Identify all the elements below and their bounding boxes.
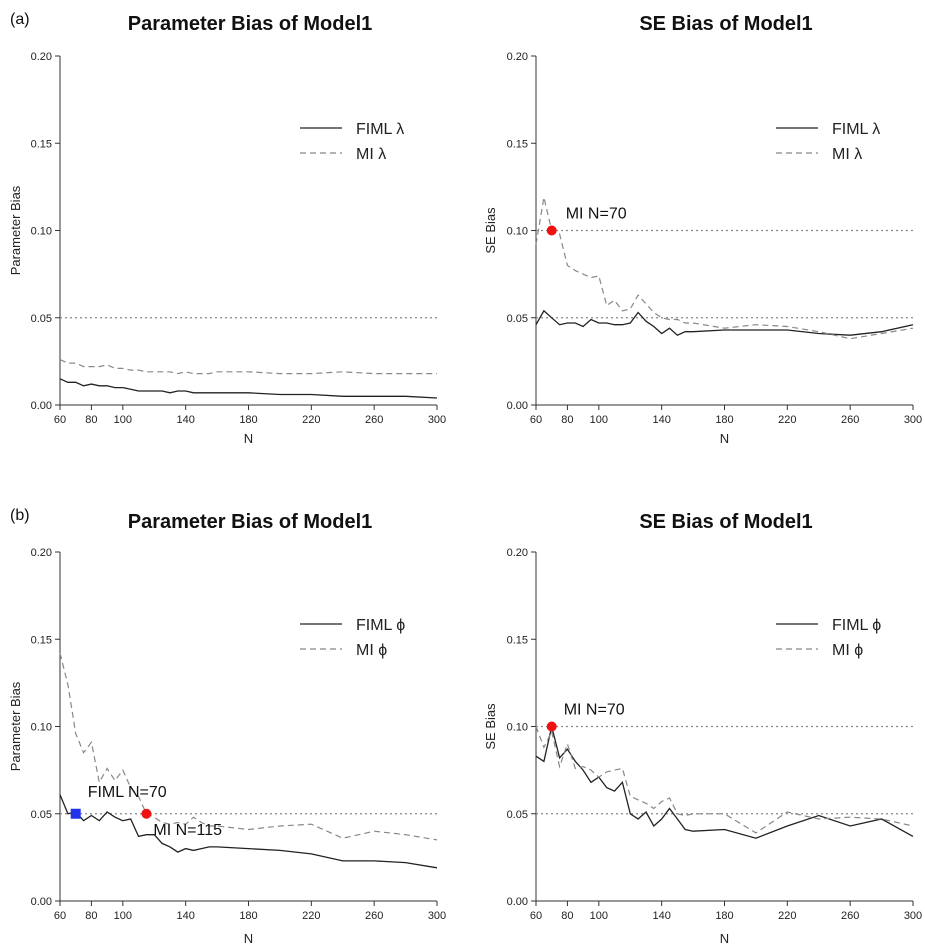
x-tick-label: 100: [114, 414, 132, 426]
x-tick-label: 60: [54, 414, 66, 426]
x-tick-label: 140: [176, 910, 194, 922]
x-tick-label: 60: [530, 414, 542, 426]
x-axis-title: N: [244, 931, 253, 946]
series-line-fiml: [59, 794, 438, 869]
series-line-mi: [535, 726, 914, 834]
x-tick-label: 220: [778, 910, 796, 922]
annotation-label: MI N=70: [564, 702, 625, 719]
y-tick-label: 0.10: [31, 722, 52, 734]
legend-label: FIML λ: [356, 121, 404, 138]
legend-label: FIML ϕ: [832, 617, 881, 634]
y-tick-label: 0.00: [31, 400, 52, 412]
y-tick-label: 0.00: [31, 896, 52, 908]
y-tick-label: 0.05: [31, 313, 52, 325]
x-tick-label: 300: [904, 910, 922, 922]
chart-panel-4: SE Bias of Model1 0.00 0.05 0.10 0.15 0.20 60 8…: [483, 511, 922, 946]
y-axis-title: SE Bias: [483, 703, 498, 750]
x-tick-label: 260: [365, 414, 383, 426]
annotation-label: MI N=70: [566, 206, 627, 223]
y-tick-label: 0.15: [507, 634, 528, 646]
y-tick-label: 0.00: [507, 400, 528, 412]
legend-label: MI λ: [832, 146, 862, 163]
y-tick-label: 0.15: [31, 138, 52, 150]
x-tick-label: 180: [715, 910, 733, 922]
x-tick-label: 60: [530, 910, 542, 922]
x-tick-label: 220: [302, 414, 320, 426]
x-axis-title: N: [720, 931, 729, 946]
series-line-mi: [59, 359, 437, 375]
y-axis-title: SE Bias: [483, 207, 498, 254]
y-axis-title: Parameter Bias: [8, 681, 23, 771]
y-tick-label: 0.15: [31, 634, 52, 646]
series-line-mi: [59, 653, 438, 841]
legend-label: MI ϕ: [832, 642, 863, 659]
x-tick-label: 180: [239, 910, 257, 922]
x-axis-title: N: [244, 431, 253, 446]
x-tick-label: 140: [176, 414, 194, 426]
x-tick-label: 100: [114, 910, 132, 922]
legend-label: MI λ: [356, 146, 386, 163]
y-tick-label: 0.20: [507, 51, 528, 63]
y-tick-label: 0.05: [507, 809, 528, 821]
annotation-label: FIML N=70: [88, 784, 167, 801]
y-tick-label: 0.20: [507, 547, 528, 559]
y-tick-label: 0.20: [31, 547, 52, 559]
x-tick-label: 260: [841, 910, 859, 922]
legend-label: FIML λ: [832, 121, 880, 138]
y-tick-label: 0.05: [507, 313, 528, 325]
x-tick-label: 260: [365, 910, 383, 922]
annotation-marker-circle: [546, 225, 557, 236]
chart-title: SE Bias of Model1: [639, 511, 812, 533]
chart-panel-2: SE Bias of Model1 0.00 0.05 0.10 0.15 0.20 60 8…: [483, 13, 922, 446]
x-tick-label: 80: [561, 910, 573, 922]
y-tick-label: 0.10: [507, 722, 528, 734]
legend-label: FIML ϕ: [356, 617, 405, 634]
legend-label: MI ϕ: [356, 642, 387, 659]
x-tick-label: 140: [652, 910, 670, 922]
annotation-marker-circle: [141, 808, 152, 819]
annotation-marker-square: [70, 808, 81, 819]
x-tick-label: 100: [590, 910, 608, 922]
chart-panel-3: Parameter Bias of Model1 0.00 0.05 0.10 0.15…: [8, 511, 446, 946]
x-tick-label: 300: [904, 414, 922, 426]
y-tick-label: 0.10: [31, 226, 52, 238]
y-tick-label: 0.10: [507, 226, 528, 238]
panel-label-b: (b): [10, 507, 30, 524]
x-tick-label: 180: [239, 414, 257, 426]
x-tick-label: 180: [715, 414, 733, 426]
chart-title: SE Bias of Model1: [639, 13, 812, 35]
x-tick-label: 80: [561, 414, 573, 426]
chart-panel-1: Parameter Bias of Model1 0.00 0.05 0.10 0.15…: [8, 13, 446, 446]
y-tick-label: 0.15: [507, 138, 528, 150]
y-tick-label: 0.00: [507, 896, 528, 908]
annotation-marker-circle: [546, 721, 557, 732]
x-axis-title: N: [720, 431, 729, 446]
y-axis-title: Parameter Bias: [8, 185, 23, 275]
panel-label-a: (a): [10, 11, 30, 28]
y-tick-label: 0.05: [31, 809, 52, 821]
y-tick-label: 0.20: [31, 51, 52, 63]
series-line-fiml: [59, 378, 438, 399]
x-tick-label: 220: [778, 414, 796, 426]
x-tick-label: 220: [302, 910, 320, 922]
chart-title: Parameter Bias of Model1: [128, 511, 373, 533]
x-tick-label: 300: [428, 414, 446, 426]
series-line-fiml: [535, 309, 914, 336]
x-tick-label: 80: [85, 910, 97, 922]
x-tick-label: 300: [428, 910, 446, 922]
series-line-fiml: [535, 726, 914, 839]
x-tick-label: 80: [85, 414, 97, 426]
x-tick-label: 60: [54, 910, 66, 922]
series-line-mi: [535, 197, 914, 340]
x-tick-label: 140: [652, 414, 670, 426]
chart-title: Parameter Bias of Model1: [128, 13, 373, 35]
annotation-label: MI N=115: [153, 822, 222, 839]
x-tick-label: 100: [590, 414, 608, 426]
x-tick-label: 260: [841, 414, 859, 426]
